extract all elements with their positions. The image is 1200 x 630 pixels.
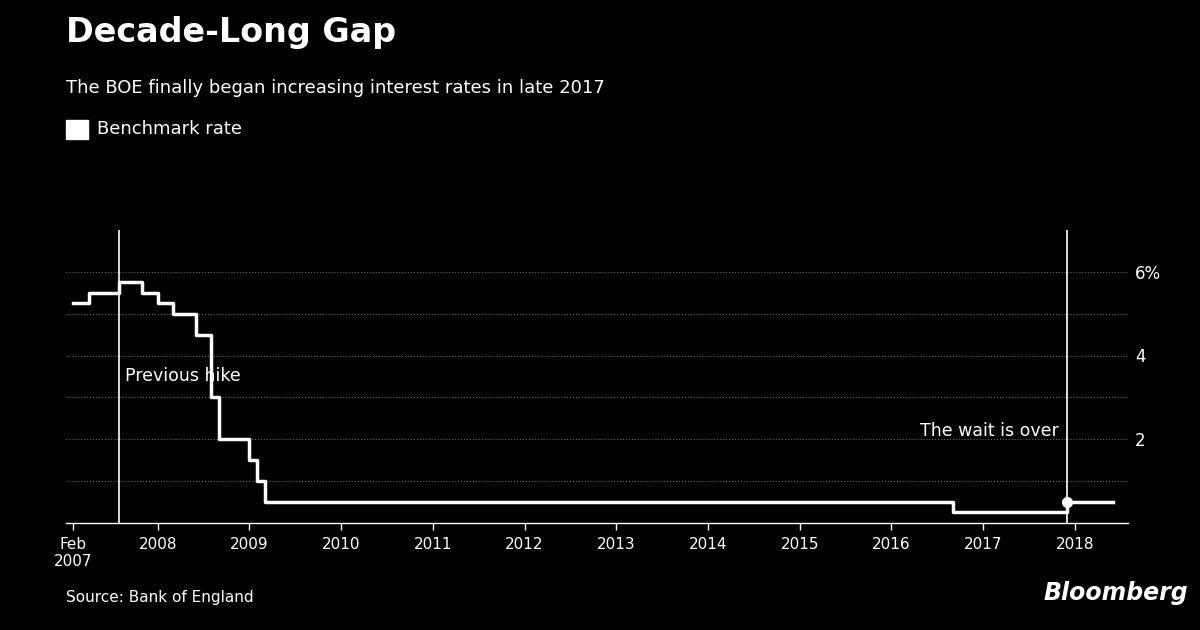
Text: Source: Bank of England: Source: Bank of England [66, 590, 253, 605]
Text: The BOE finally began increasing interest rates in late 2017: The BOE finally began increasing interes… [66, 79, 605, 97]
Text: Previous hike: Previous hike [125, 367, 240, 386]
Text: Bloomberg: Bloomberg [1043, 581, 1188, 605]
Text: Benchmark rate: Benchmark rate [97, 120, 242, 138]
Text: Decade-Long Gap: Decade-Long Gap [66, 16, 396, 49]
Text: The wait is over: The wait is over [919, 422, 1058, 440]
